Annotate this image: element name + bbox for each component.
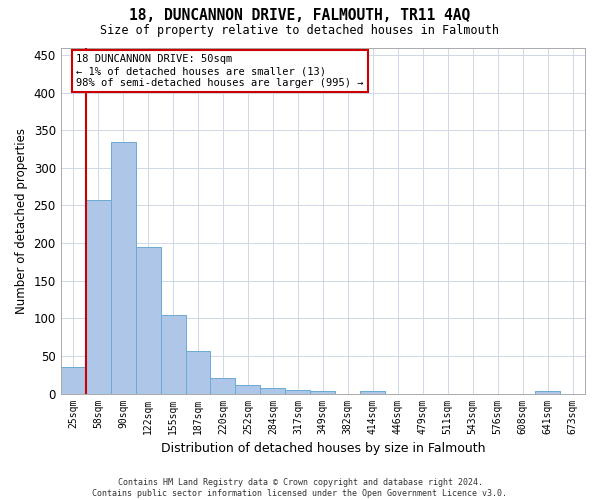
Y-axis label: Number of detached properties: Number of detached properties <box>15 128 28 314</box>
Bar <box>211 378 235 394</box>
Bar <box>360 390 385 394</box>
Bar <box>136 247 161 394</box>
X-axis label: Distribution of detached houses by size in Falmouth: Distribution of detached houses by size … <box>161 442 485 455</box>
Bar <box>161 316 185 394</box>
Bar <box>310 390 335 394</box>
Text: 18, DUNCANNON DRIVE, FALMOUTH, TR11 4AQ: 18, DUNCANNON DRIVE, FALMOUTH, TR11 4AQ <box>130 8 470 22</box>
Text: Size of property relative to detached houses in Falmouth: Size of property relative to detached ho… <box>101 24 499 37</box>
Text: 18 DUNCANNON DRIVE: 50sqm
← 1% of detached houses are smaller (13)
98% of semi-d: 18 DUNCANNON DRIVE: 50sqm ← 1% of detach… <box>76 54 364 88</box>
Bar <box>535 390 560 394</box>
Bar <box>86 200 110 394</box>
Bar <box>260 388 286 394</box>
Bar <box>185 350 211 394</box>
Bar <box>286 390 310 394</box>
Bar <box>235 386 260 394</box>
Text: Contains HM Land Registry data © Crown copyright and database right 2024.
Contai: Contains HM Land Registry data © Crown c… <box>92 478 508 498</box>
Bar <box>110 142 136 394</box>
Bar <box>61 367 86 394</box>
